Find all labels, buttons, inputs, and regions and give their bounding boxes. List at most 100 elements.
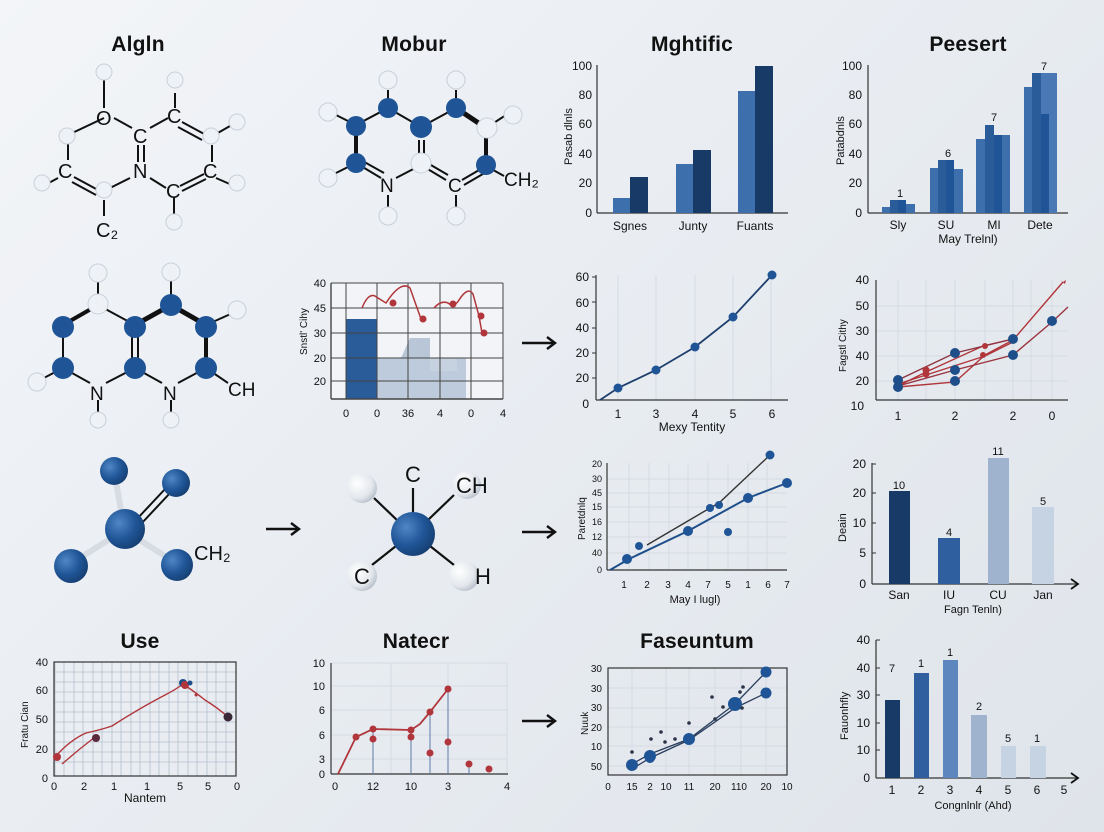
svg-text:15: 15 — [592, 502, 602, 512]
svg-text:16: 16 — [592, 517, 602, 527]
svg-text:10: 10 — [851, 399, 865, 413]
svg-text:1: 1 — [897, 188, 903, 200]
svg-text:Jan: Jan — [1033, 588, 1052, 602]
svg-text:0: 0 — [597, 565, 602, 575]
molecule-panel-mobur: Mobur — [276, 0, 552, 250]
svg-text:30: 30 — [591, 664, 603, 675]
svg-text:20: 20 — [853, 486, 867, 500]
bar-chart-mghtific: Mghtific 100 80 60 40 20 0 Pasab dlnls S… — [552, 0, 828, 250]
svg-text:0: 0 — [585, 206, 592, 220]
svg-text:50: 50 — [856, 299, 870, 313]
svg-text:C: C — [354, 564, 370, 589]
molecule-panel-algln: Algln — [0, 0, 276, 250]
svg-text:C: C — [203, 161, 217, 183]
svg-text:Sgnes: Sgnes — [613, 219, 647, 233]
svg-text:60: 60 — [579, 117, 593, 131]
svg-text:0: 0 — [863, 771, 870, 785]
svg-text:O: O — [96, 108, 112, 130]
svg-text:50: 50 — [591, 762, 603, 773]
svg-text:0: 0 — [859, 577, 866, 591]
svg-text:2: 2 — [81, 781, 87, 793]
svg-text:7: 7 — [705, 580, 711, 591]
svg-text:20: 20 — [709, 782, 721, 793]
svg-text:40: 40 — [592, 548, 602, 558]
svg-text:30: 30 — [591, 703, 603, 714]
scatter-chart-r3c3: 20 30 45 15 16 12 40 0 Paretdnlq 1 2 3 4… — [552, 440, 828, 620]
svg-text:C: C — [166, 181, 180, 203]
bar-chart-r4c4: 7 1 1 2 5 1 40 40 30 10 10 0 Fauonhfly 1… — [828, 620, 1104, 832]
chart-plot: 100 80 60 40 20 0 Pasab dlnls Sgnes Junt… — [563, 59, 788, 233]
svg-text:Dete: Dete — [1027, 218, 1053, 232]
svg-text:3: 3 — [665, 580, 671, 591]
svg-text:0: 0 — [374, 408, 380, 420]
chart-plot: 40 60 50 20 0 Fratu Cian 0 2 1 1 5 5 0 N… — [20, 657, 240, 805]
svg-text:40: 40 — [314, 278, 326, 290]
svg-text:2: 2 — [1010, 409, 1017, 423]
svg-text:5: 5 — [725, 580, 731, 591]
svg-text:60: 60 — [576, 270, 590, 284]
svg-text:2: 2 — [976, 701, 982, 713]
chart-plot: 10 4 11 5 20 20 10 5 0 Deain San IU CU J… — [837, 446, 1080, 616]
svg-text:0: 0 — [855, 206, 862, 220]
svg-text:C: C — [448, 176, 462, 197]
svg-text:0: 0 — [42, 773, 48, 785]
svg-text:4: 4 — [976, 783, 983, 797]
svg-text:5: 5 — [205, 781, 211, 793]
svg-text:0: 0 — [1049, 409, 1056, 423]
line-chart-natecr: Natecr 10 10 6 6 3 0 — [276, 620, 552, 832]
svg-text:12: 12 — [367, 781, 379, 793]
svg-text:2: 2 — [952, 409, 959, 423]
molecule-panel-naphthyridine: N N CH — [0, 250, 276, 440]
svg-text:45: 45 — [314, 303, 326, 315]
svg-text:40: 40 — [856, 349, 870, 363]
svg-text:7: 7 — [889, 663, 895, 675]
svg-text:N: N — [380, 176, 394, 197]
molecule-structure: CH₂ — [54, 457, 231, 583]
svg-text:40: 40 — [579, 147, 593, 161]
mixed-chart-r2c2: 40 45 30 20 20 Snstl' Cihy 0 0 36 4 0 4 — [276, 250, 552, 440]
svg-text:5: 5 — [177, 781, 183, 793]
svg-text:1: 1 — [947, 647, 953, 659]
svg-text:30: 30 — [856, 324, 870, 338]
svg-text:Fagn Tenln): Fagn Tenln) — [944, 604, 1002, 616]
svg-text:2: 2 — [918, 783, 925, 797]
svg-text:SU: SU — [938, 218, 955, 232]
svg-text:1: 1 — [889, 783, 896, 797]
svg-text:5: 5 — [1040, 496, 1046, 508]
svg-text:0: 0 — [605, 782, 611, 793]
svg-text:6: 6 — [319, 705, 325, 717]
svg-text:20: 20 — [849, 176, 863, 190]
svg-text:6: 6 — [945, 148, 951, 160]
svg-text:6: 6 — [1034, 783, 1041, 797]
svg-text:5: 5 — [730, 407, 737, 421]
chart-title: Natecr — [382, 630, 450, 653]
chart-plot: 30 30 30 20 10 50 Nuuk 0 15 2 10 11 20 1… — [580, 664, 793, 793]
svg-text:Pasab dlnls: Pasab dlnls — [563, 108, 575, 165]
svg-text:1: 1 — [745, 580, 751, 591]
svg-text:11: 11 — [992, 446, 1003, 458]
svg-text:Nuuk: Nuuk — [580, 711, 591, 735]
panel-title: Algln — [111, 33, 165, 56]
svg-text:Fuants: Fuants — [737, 219, 774, 233]
molecule-structure: C CH C H — [347, 462, 491, 591]
svg-text:Fauonhfly: Fauonhfly — [839, 691, 851, 740]
svg-text:Mexy Tentity: Mexy Tentity — [659, 420, 725, 434]
svg-text:Sly: Sly — [890, 218, 907, 232]
svg-text:May I lugl): May I lugl) — [670, 594, 721, 606]
molecule-panel-3d-ball-stick: CH₂ — [0, 440, 276, 620]
svg-text:3: 3 — [319, 754, 325, 766]
svg-text:3: 3 — [947, 783, 954, 797]
svg-text:N: N — [163, 384, 177, 405]
svg-text:CH₂: CH₂ — [194, 543, 231, 565]
svg-text:60: 60 — [849, 117, 863, 131]
svg-text:50: 50 — [36, 714, 48, 726]
svg-text:40: 40 — [849, 147, 863, 161]
svg-text:0: 0 — [332, 781, 338, 793]
chart-plot: 40 45 30 20 20 Snstl' Cihy 0 0 36 4 0 4 — [299, 278, 506, 420]
svg-text:Fagstl Cithy: Fagstl Cithy — [838, 319, 849, 372]
svg-text:May Trelnl): May Trelnl) — [938, 232, 997, 246]
svg-text:2: 2 — [647, 782, 653, 793]
svg-text:CU: CU — [989, 588, 1006, 602]
svg-text:7: 7 — [1041, 61, 1047, 73]
svg-text:C₂: C₂ — [96, 220, 118, 242]
